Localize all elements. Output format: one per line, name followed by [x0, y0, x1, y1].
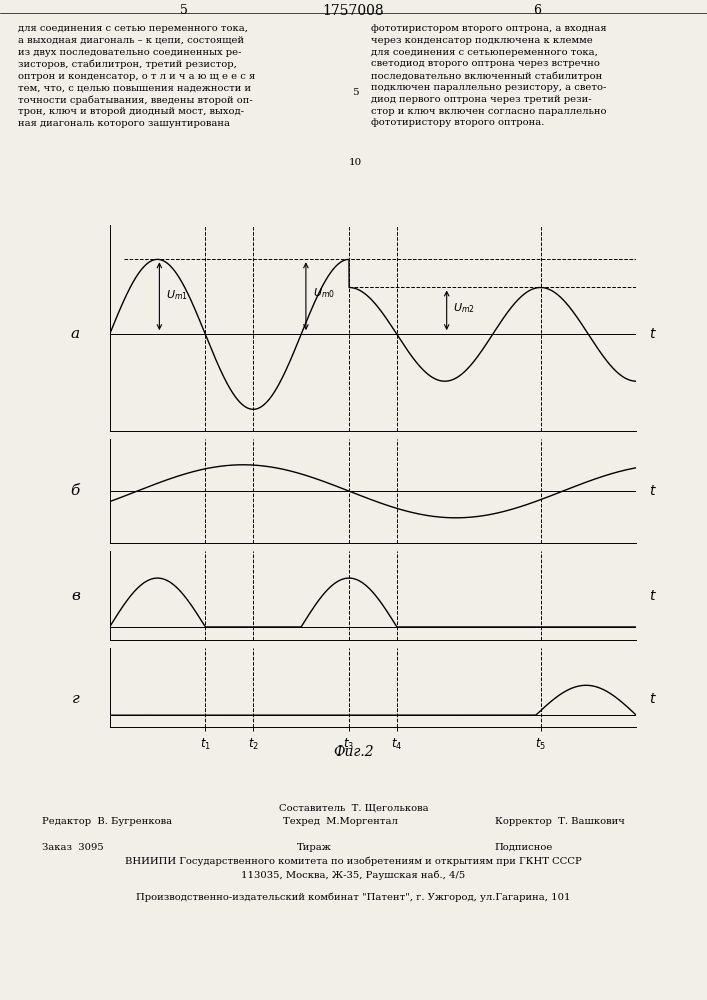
Text: $t_2$: $t_2$: [247, 736, 259, 752]
Text: Составитель  Т. Щеголькова: Составитель Т. Щеголькова: [279, 803, 428, 812]
Text: $t$: $t$: [650, 327, 658, 341]
Text: в: в: [71, 589, 80, 603]
Text: 6: 6: [533, 4, 542, 17]
Text: б: б: [71, 484, 80, 498]
Text: $U_{m1}$: $U_{m1}$: [166, 288, 188, 302]
Text: 5: 5: [351, 88, 358, 97]
Text: $t$: $t$: [650, 484, 658, 498]
Text: $U_{m2}$: $U_{m2}$: [453, 302, 475, 315]
Text: фототиристором второго оптрона, а входная
через конденсатор подключена к клемме
: фототиристором второго оптрона, а входна…: [371, 24, 607, 127]
Text: $t_5$: $t_5$: [535, 736, 546, 752]
Text: $t_1$: $t_1$: [200, 736, 211, 752]
Text: Корректор  Т. Вашкович: Корректор Т. Вашкович: [495, 817, 625, 826]
Text: $U_{m0}$: $U_{m0}$: [312, 286, 334, 300]
Text: для соединения с сетью переменного тока,
а выходная диагональ – к цепи, состояще: для соединения с сетью переменного тока,…: [18, 24, 255, 128]
Text: $t$: $t$: [650, 692, 658, 706]
Text: $t_4$: $t_4$: [391, 736, 402, 752]
Text: $t$: $t$: [650, 589, 658, 603]
Text: а: а: [71, 327, 80, 341]
Text: 5: 5: [180, 4, 188, 17]
Text: Производственно-издательский комбинат "Патент", г. Ужгород, ул.Гагарина, 101: Производственно-издательский комбинат "П…: [136, 893, 571, 903]
Text: Тираж: Тираж: [297, 843, 332, 852]
Text: 1757008: 1757008: [322, 4, 385, 18]
Text: Заказ  3095: Заказ 3095: [42, 843, 104, 852]
Text: 10: 10: [349, 158, 361, 167]
Text: Подписное: Подписное: [495, 843, 554, 852]
Text: г: г: [71, 692, 79, 706]
Text: ВНИИПИ Государственного комитета по изобретениям и открытиям при ГКНТ СССР: ВНИИПИ Государственного комитета по изоб…: [125, 857, 582, 866]
Text: Редактор  В. Бугренкова: Редактор В. Бугренкова: [42, 817, 173, 826]
Text: 113035, Москва, Ж-35, Раушская наб., 4/5: 113035, Москва, Ж-35, Раушская наб., 4/5: [241, 871, 466, 881]
Text: Техред  М.Моргентал: Техред М.Моргентал: [283, 817, 397, 826]
Text: $t_3$: $t_3$: [344, 736, 355, 752]
Text: Фиг.2: Фиг.2: [333, 745, 374, 759]
